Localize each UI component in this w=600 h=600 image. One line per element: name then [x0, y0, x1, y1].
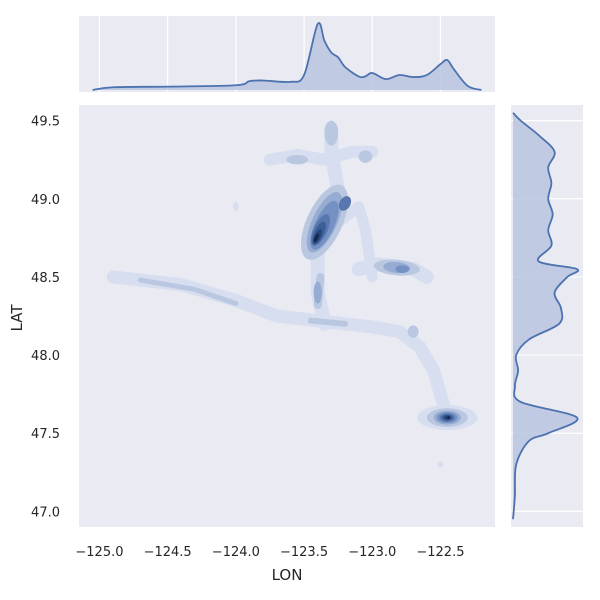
- contour-region: [437, 461, 444, 468]
- y-axis-ticks: 47.0 47.5 48.0 48.5 49.0 49.5: [31, 115, 60, 521]
- contour-band: [307, 317, 348, 327]
- x-tick-label: −123.0: [348, 545, 396, 560]
- contour-region: [358, 150, 373, 163]
- contour-region: [395, 265, 410, 274]
- y-tick-label: 48.5: [31, 271, 60, 286]
- marginal-x-line: [92, 22, 482, 91]
- contour-band: [332, 201, 378, 283]
- y-tick-label: 48.0: [31, 349, 60, 364]
- contour-region: [233, 201, 239, 212]
- y-tick-label: 47.0: [31, 505, 60, 520]
- y-tick-label: 49.5: [31, 115, 60, 130]
- contour-region: [338, 196, 352, 211]
- x-tick-label: −124.0: [212, 545, 260, 560]
- x-tick-label: −124.5: [144, 545, 192, 560]
- marginal-y-panel: [511, 105, 583, 527]
- marginal-x-panel: [79, 16, 495, 92]
- marginal-x-fill: [92, 22, 482, 90]
- y-tick-label: 49.0: [31, 193, 60, 208]
- marginal-y-fill: [513, 112, 579, 520]
- contour-band: [137, 277, 239, 306]
- contour-band: [263, 145, 379, 166]
- contour-region: [313, 281, 322, 304]
- x-axis-title: LON: [272, 566, 303, 584]
- contour-region: [286, 155, 309, 165]
- y-axis-title: LAT: [8, 304, 26, 332]
- contour-region: [407, 325, 419, 338]
- kde-contours: [106, 120, 478, 468]
- x-tick-label: −123.5: [280, 545, 328, 560]
- x-tick-label: −125.0: [75, 545, 123, 560]
- contour-region: [313, 233, 319, 243]
- marginal-y-line: [512, 112, 580, 520]
- y-tick-label: 47.5: [31, 427, 60, 442]
- joint-panel: [79, 105, 495, 527]
- x-axis-ticks: −125.0 −124.5 −124.0 −123.5 −123.0 −122.5: [75, 545, 464, 560]
- contour-region: [324, 120, 339, 146]
- x-tick-label: −122.5: [416, 545, 464, 560]
- contour-region: [446, 416, 451, 419]
